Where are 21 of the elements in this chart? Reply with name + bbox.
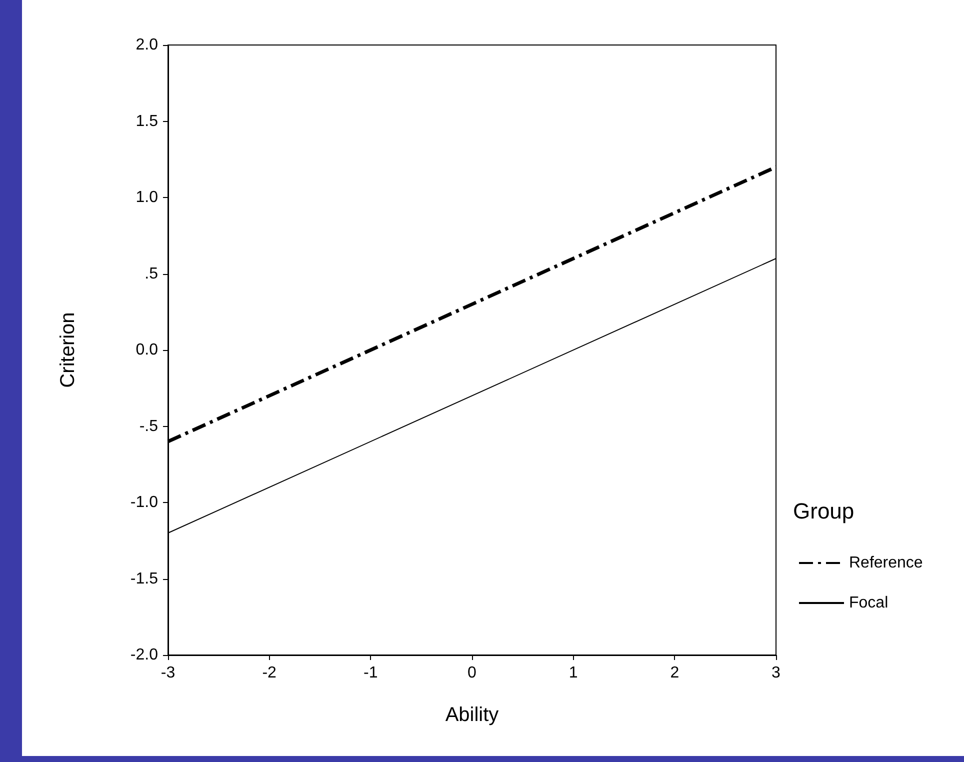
y-tick-label: -2.0 xyxy=(130,646,158,664)
y-tick-label: -.5 xyxy=(139,418,158,435)
y-tick-label: -1.5 xyxy=(130,570,158,588)
y-tick-label: 2.0 xyxy=(136,36,158,54)
y-tick-label: .5 xyxy=(144,265,158,282)
x-tick-label: 2 xyxy=(670,664,680,682)
x-tick-label: -1 xyxy=(364,664,378,682)
x-tick-label: 0 xyxy=(468,664,477,682)
y-tick-label: 0.0 xyxy=(136,342,158,358)
y-tick-label: 1.5 xyxy=(136,112,158,130)
y-tick-label: -1.0 xyxy=(130,494,158,511)
y-axis-title: Criterion xyxy=(57,312,79,388)
legend-title: Group xyxy=(793,498,854,524)
legend-label: Reference xyxy=(849,554,923,572)
x-axis-title: Ability xyxy=(445,704,499,726)
x-tick-label: -2 xyxy=(262,664,277,682)
legend-label: Focal xyxy=(849,594,888,612)
y-tick-label: 1.0 xyxy=(136,189,158,206)
x-tick-label: 3 xyxy=(772,664,781,682)
x-tick-label: -3 xyxy=(160,664,176,682)
x-tick-label: 1 xyxy=(568,664,578,682)
